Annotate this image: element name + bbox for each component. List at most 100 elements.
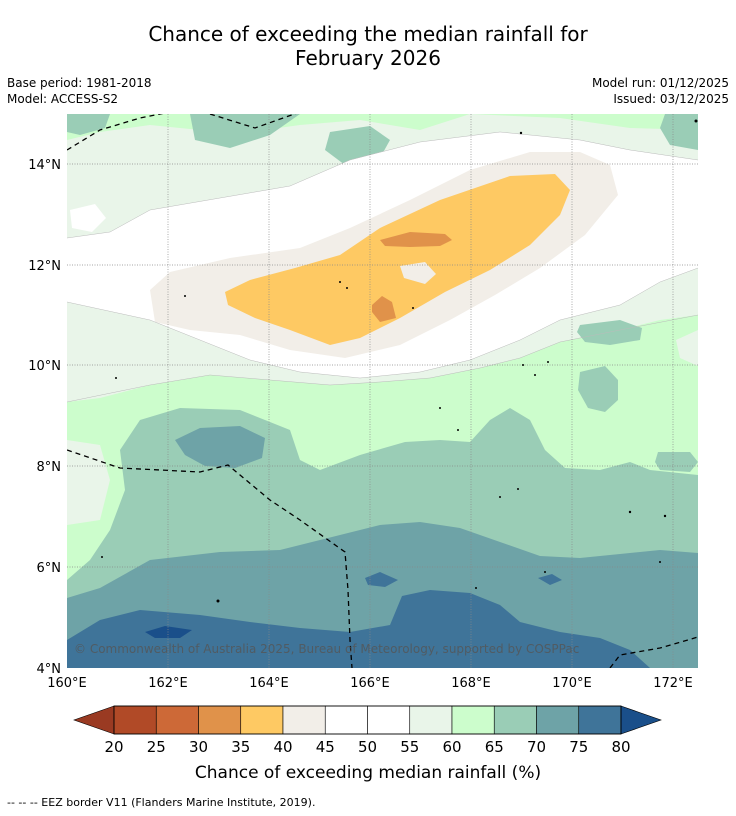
colorbar-cell — [409, 705, 453, 735]
colorbar-tick-label: 80 — [611, 738, 630, 756]
region-70-75-a — [175, 426, 265, 468]
colorbar-high-arrow — [620, 705, 662, 735]
chart-title: Chance of exceeding the median rainfall … — [0, 22, 736, 70]
region-75-80-b — [538, 574, 562, 585]
colorbar-tick-label: 65 — [485, 738, 504, 756]
island — [519, 131, 523, 135]
contour-line-2 — [67, 267, 698, 379]
colorbar-tick-label: 25 — [147, 738, 166, 756]
region-80-plus — [145, 626, 192, 638]
title-line-2: February 2026 — [295, 46, 441, 70]
region-30-35-b — [372, 296, 396, 322]
island — [534, 374, 536, 376]
meta-right: Model run: 01/12/2025 Issued: 03/12/2025 — [592, 75, 729, 107]
model-name: Model: ACCESS-S2 — [7, 92, 119, 106]
map-area: © Commonwealth of Australia 2025, Bureau… — [67, 114, 698, 668]
island — [522, 364, 524, 366]
y-tick-label: 12°N — [28, 259, 61, 274]
colorbar-cells — [113, 705, 622, 735]
x-tick-label: 164°E — [249, 676, 289, 691]
island — [216, 599, 220, 603]
island — [547, 361, 549, 363]
island — [457, 429, 459, 431]
copyright-text: © Commonwealth of Australia 2025, Bureau… — [74, 642, 579, 656]
eez-border-se — [609, 636, 698, 668]
colorbar-tick-label: 45 — [316, 738, 335, 756]
region-30-35-a — [380, 232, 452, 247]
island — [475, 587, 477, 589]
island — [412, 307, 414, 309]
colorbar-tick-label: 35 — [231, 738, 250, 756]
colorbar-cell — [536, 705, 580, 735]
model-run: Model run: 01/12/2025 — [591, 76, 729, 90]
x-axis-labels: 160°E 162°E 164°E 166°E 168°E 170°E 172°… — [47, 676, 693, 691]
contour-line-1 — [67, 131, 698, 239]
island — [439, 407, 441, 409]
island — [544, 571, 546, 573]
base-period: Base period: 1981-2018 — [7, 76, 152, 90]
islands — [101, 119, 698, 603]
island — [694, 119, 698, 123]
colorbar-tick-label: 60 — [442, 738, 461, 756]
region-teal-north-1 — [190, 114, 300, 148]
colorbar-tick-label: 70 — [527, 738, 546, 756]
eez-border-west — [67, 449, 353, 668]
x-tick-label: 172°E — [653, 676, 693, 691]
colorbar-cell — [282, 705, 326, 735]
island — [499, 496, 501, 498]
colorbar-tick-label: 75 — [569, 738, 588, 756]
colorbar-cell — [113, 705, 157, 735]
island — [659, 561, 661, 563]
eez-border-north — [67, 114, 164, 151]
region-75-80-a — [365, 572, 398, 587]
y-tick-label: 14°N — [28, 158, 61, 173]
colorbar: 20 25 30 35 40 45 50 55 60 65 70 75 80 Chance of exc… — [73, 705, 662, 783]
x-tick-label: 168°E — [451, 676, 491, 691]
x-tick-label: 160°E — [47, 676, 87, 691]
island — [115, 377, 117, 379]
colorbar-low-arrow — [73, 705, 115, 735]
colorbar-cell — [578, 705, 622, 735]
region-teal-ne — [660, 114, 698, 150]
region-65-70-c — [655, 452, 698, 472]
y-tick-label: 6°N — [37, 561, 62, 576]
colorbar-tick-label: 55 — [400, 738, 419, 756]
colorbar-labels: 20 25 30 35 40 45 50 55 60 65 70 75 80 — [104, 738, 630, 756]
colorbar-cell — [324, 705, 368, 735]
island — [517, 488, 519, 490]
region-75-80-main — [67, 590, 650, 668]
y-axis-labels: 4°N 6°N 8°N 10°N 12°N 14°N — [28, 158, 61, 677]
colorbar-cell — [493, 705, 537, 735]
island — [101, 556, 103, 558]
colorbar-title: Chance of exceeding median rainfall (%) — [195, 763, 541, 783]
region-65-70-b — [578, 366, 618, 412]
colorbar-cell — [155, 705, 199, 735]
eez-legend: -- -- -- EEZ border V11 (Flanders Marine… — [7, 796, 316, 809]
contour-lines — [67, 131, 698, 403]
x-tick-label: 166°E — [350, 676, 390, 691]
colorbar-frame — [113, 705, 622, 735]
region-light-w — [67, 440, 110, 525]
colorbar-cell — [240, 705, 284, 735]
contour-line-3 — [67, 314, 698, 403]
colorbar-cell — [451, 705, 495, 735]
colorbar-tick-label: 40 — [273, 738, 292, 756]
eez-borders — [67, 114, 698, 668]
island — [339, 281, 341, 283]
issued-date: Issued: 03/12/2025 — [613, 92, 729, 106]
eez-border-north-2 — [209, 114, 297, 129]
colorbar-cell — [367, 705, 411, 735]
island — [628, 510, 632, 514]
island — [184, 295, 186, 297]
y-tick-label: 4°N — [37, 662, 62, 677]
graticule — [67, 114, 698, 668]
meta-left: Base period: 1981-2018 Model: ACCESS-S2 — [7, 75, 152, 107]
x-tick-label: 170°E — [552, 676, 592, 691]
region-teal-nw — [67, 114, 110, 135]
colorbar-tick-label: 20 — [104, 738, 123, 756]
title-line-1: Chance of exceeding the median rainfall … — [148, 22, 588, 46]
colorbar-tick-label: 50 — [358, 738, 377, 756]
region-35-40 — [225, 174, 570, 345]
region-light-e — [676, 330, 698, 366]
